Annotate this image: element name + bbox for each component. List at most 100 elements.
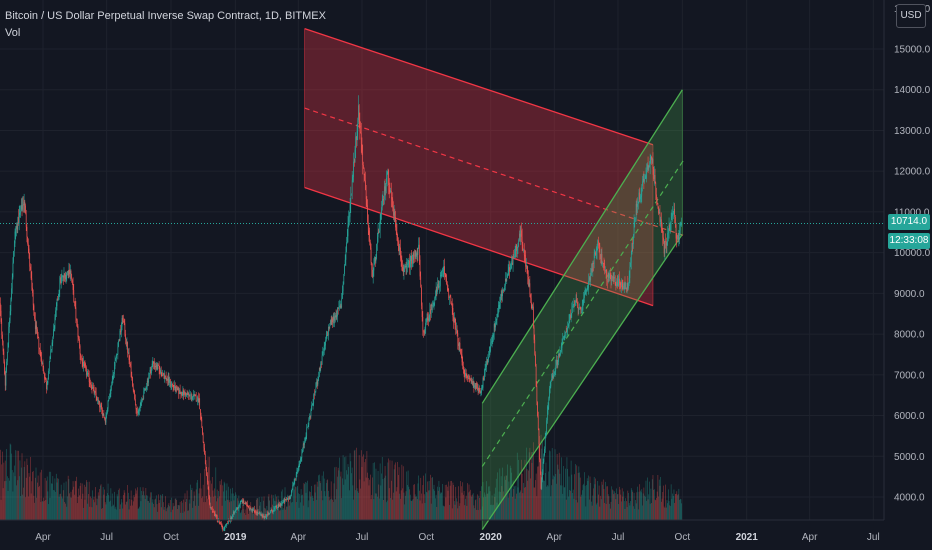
candle-body xyxy=(244,503,246,505)
candle-body xyxy=(328,326,329,336)
candle-body xyxy=(218,519,220,523)
symbol-title[interactable]: Bitcoin / US Dollar Perpetual Inverse Sw… xyxy=(5,10,326,22)
volume-bar xyxy=(353,450,355,520)
candle-body xyxy=(287,498,289,500)
volume-bar xyxy=(67,496,68,520)
candle-body xyxy=(464,374,466,377)
candle-body xyxy=(406,264,408,268)
candle-body xyxy=(115,358,117,361)
volume-bar xyxy=(518,459,520,520)
volume-bar xyxy=(309,491,310,520)
candle-body xyxy=(152,361,154,364)
volume-bar xyxy=(623,491,624,520)
candle-body xyxy=(330,320,331,325)
volume-bar xyxy=(135,493,137,520)
volume-bar xyxy=(189,503,191,520)
volume-bar xyxy=(460,481,461,520)
volume-bar xyxy=(124,492,126,520)
volume-bar xyxy=(642,493,644,520)
volume-bar xyxy=(365,477,367,520)
volume-bar xyxy=(199,488,201,520)
volume-bar xyxy=(616,488,617,520)
candle-body xyxy=(352,176,354,181)
candle-body xyxy=(165,375,166,377)
candle-body xyxy=(330,320,332,325)
candle-body xyxy=(267,514,268,515)
volume-bar xyxy=(393,469,395,520)
candle-body xyxy=(45,379,47,382)
volume-bar xyxy=(618,504,620,520)
candle-body xyxy=(647,164,648,171)
candle-body xyxy=(102,409,103,416)
volume-bar xyxy=(602,484,603,520)
volume-bar xyxy=(494,496,496,520)
volume-bar xyxy=(223,481,225,520)
volume-bar xyxy=(295,502,297,520)
candle-body xyxy=(113,374,114,375)
volume-bar xyxy=(59,494,61,520)
volume-bar xyxy=(138,508,140,520)
candle-body xyxy=(239,505,240,506)
candle-body xyxy=(487,359,489,363)
volume-bar xyxy=(447,490,449,520)
candle-body xyxy=(491,342,492,343)
candle-body xyxy=(23,204,24,206)
x-tick-label: 2020 xyxy=(480,532,503,543)
volume-bar xyxy=(569,489,571,520)
volume-bar xyxy=(228,486,229,520)
candle-body xyxy=(481,387,482,393)
volume-bar xyxy=(157,511,159,520)
candle-body xyxy=(630,254,632,263)
candle-body xyxy=(607,273,609,282)
candle-body xyxy=(167,379,168,381)
volume-bar xyxy=(582,485,584,520)
candle-body xyxy=(4,373,6,386)
candle-body xyxy=(309,416,311,417)
volume-bar xyxy=(432,477,433,520)
volume-bar xyxy=(484,492,485,520)
volume-bar xyxy=(370,474,371,520)
volume-bar xyxy=(67,475,69,520)
candle-body xyxy=(631,243,633,255)
candle-body xyxy=(521,236,523,245)
candle-body xyxy=(173,386,175,388)
volume-bar xyxy=(631,489,633,520)
volume-bar xyxy=(585,506,587,520)
volume-bar xyxy=(6,449,7,520)
candle-body xyxy=(225,523,227,526)
candle-body xyxy=(294,478,296,482)
candle-body xyxy=(534,339,536,355)
candle-body xyxy=(258,513,259,514)
volume-bar xyxy=(36,497,38,520)
volume-bar xyxy=(217,498,219,520)
volume-study-label[interactable]: Vol xyxy=(5,27,21,39)
volume-bar xyxy=(60,484,62,520)
candle-body xyxy=(502,289,503,297)
candle-body xyxy=(85,366,87,368)
candle-body xyxy=(67,271,69,276)
volume-bar xyxy=(147,500,149,520)
currency-button[interactable]: USD xyxy=(896,4,926,28)
y-tick-label: 9000.0 xyxy=(894,289,925,300)
volume-bar xyxy=(148,502,150,520)
volume-bar xyxy=(197,479,198,520)
volume-bar xyxy=(522,493,524,520)
candle-body xyxy=(362,151,364,166)
candle-body xyxy=(640,196,641,200)
volume-bar xyxy=(528,470,529,520)
candle-body xyxy=(575,299,577,302)
volume-bar xyxy=(256,498,258,520)
volume-bar xyxy=(360,450,362,520)
volume-bar xyxy=(176,508,178,520)
volume-bar xyxy=(533,487,535,520)
volume-bar xyxy=(574,474,575,520)
candle-body xyxy=(569,314,571,321)
candle-body xyxy=(642,181,643,186)
candle-body xyxy=(51,342,53,350)
candle-body xyxy=(338,306,340,308)
candle-body xyxy=(265,516,266,518)
candle-body xyxy=(565,331,567,333)
candle-body xyxy=(421,305,423,317)
candle-body xyxy=(162,374,163,376)
